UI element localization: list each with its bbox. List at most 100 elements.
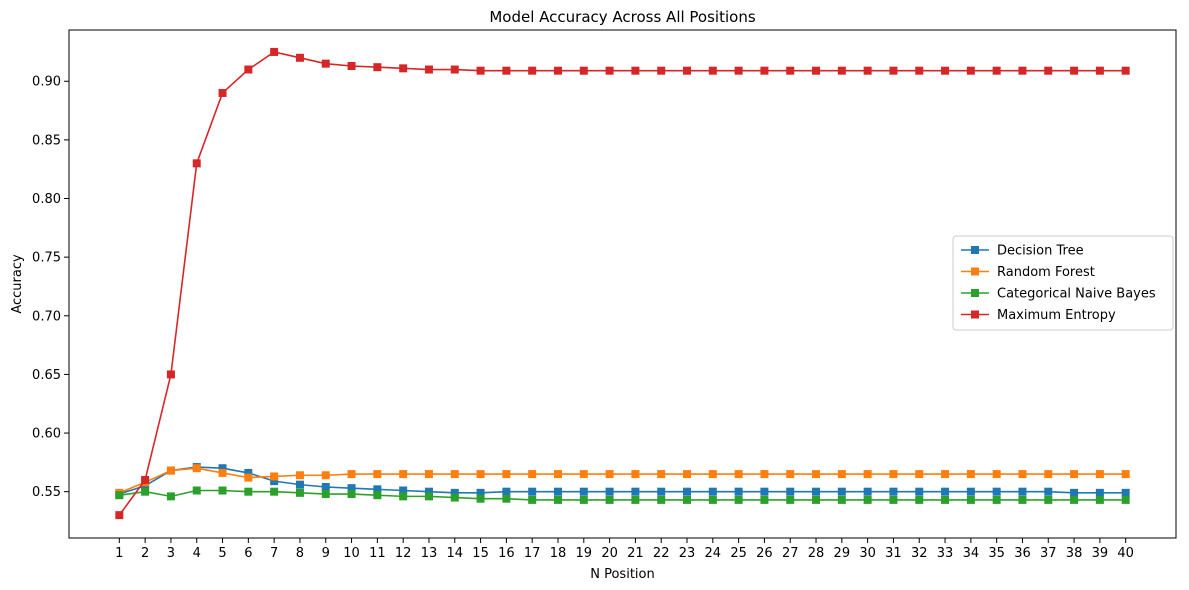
- data-point-categorical-naive-bayes: [760, 495, 769, 504]
- data-point-decision-tree: [683, 487, 692, 496]
- x-tick-label: 24: [705, 546, 722, 561]
- y-tick-label: 0.60: [32, 427, 61, 442]
- data-point-decision-tree: [889, 487, 898, 496]
- series-line-decision-tree: [119, 466, 1126, 495]
- data-point-maximum-entropy: [992, 66, 1001, 75]
- x-tick-label: 39: [1092, 546, 1109, 561]
- series-random-forest: [115, 464, 1130, 497]
- data-point-maximum-entropy: [863, 66, 872, 75]
- data-point-decision-tree: [244, 468, 253, 477]
- x-tick-label: 26: [756, 546, 773, 561]
- data-point-maximum-entropy: [1018, 66, 1027, 75]
- data-point-decision-tree: [528, 487, 537, 496]
- series-line-categorical-naive-bayes: [119, 489, 1126, 501]
- legend: Decision Tree Random Forest Categorical Na…: [952, 235, 1174, 331]
- x-tick-label: 37: [1040, 546, 1057, 561]
- data-point-categorical-naive-bayes: [605, 495, 614, 504]
- data-point-categorical-naive-bayes: [218, 486, 227, 495]
- data-point-decision-tree: [992, 487, 1001, 496]
- y-axis-title: Accuracy: [10, 254, 25, 314]
- x-tick-label: 3: [167, 546, 175, 561]
- data-point-categorical-naive-bayes: [579, 495, 588, 504]
- data-point-decision-tree: [502, 487, 511, 496]
- x-tick-label: 35: [988, 546, 1005, 561]
- data-point-maximum-entropy: [1095, 66, 1104, 75]
- data-point-maximum-entropy: [553, 66, 562, 75]
- data-point-categorical-naive-bayes: [244, 487, 253, 496]
- x-tick-label: 19: [576, 546, 593, 561]
- data-point-random-forest: [579, 470, 588, 479]
- data-point-maximum-entropy: [1121, 66, 1130, 75]
- data-point-categorical-naive-bayes: [373, 491, 382, 500]
- data-point-maximum-entropy: [115, 511, 124, 520]
- data-point-maximum-entropy: [218, 88, 227, 97]
- x-tick-label: 34: [963, 546, 980, 561]
- data-point-maximum-entropy: [786, 66, 795, 75]
- x-tick-label: 14: [446, 546, 463, 561]
- x-tick-label: 6: [244, 546, 252, 561]
- data-point-maximum-entropy: [166, 370, 175, 379]
- data-point-maximum-entropy: [1044, 66, 1053, 75]
- plot-frame: [68, 29, 1177, 539]
- data-point-random-forest: [760, 470, 769, 479]
- data-point-categorical-naive-bayes: [915, 495, 924, 504]
- data-point-categorical-naive-bayes: [966, 495, 975, 504]
- data-point-random-forest: [657, 470, 666, 479]
- y-tick-label: 0.75: [32, 251, 61, 266]
- x-tick-label: 22: [653, 546, 670, 561]
- data-point-categorical-naive-bayes: [786, 495, 795, 504]
- data-point-random-forest: [528, 470, 537, 479]
- legend-marker-icon: [971, 310, 979, 319]
- data-point-maximum-entropy: [450, 65, 459, 74]
- data-point-decision-tree: [915, 487, 924, 496]
- data-point-categorical-naive-bayes: [1095, 495, 1104, 504]
- data-point-decision-tree: [863, 487, 872, 496]
- x-tick-label: 2: [141, 546, 149, 561]
- data-point-random-forest: [373, 470, 382, 479]
- x-tick-label: 36: [1014, 546, 1031, 561]
- data-point-categorical-naive-bayes: [450, 493, 459, 502]
- data-point-maximum-entropy: [966, 66, 975, 75]
- data-point-categorical-naive-bayes: [115, 491, 124, 500]
- data-point-decision-tree: [450, 488, 459, 497]
- data-point-maximum-entropy: [605, 66, 614, 75]
- series-decision-tree: [115, 463, 1130, 499]
- y-tick-label: 0.90: [32, 75, 61, 90]
- data-point-random-forest: [347, 470, 356, 479]
- data-point-random-forest: [476, 470, 485, 479]
- data-point-random-forest: [915, 470, 924, 479]
- y-tick-label: 0.65: [32, 368, 61, 383]
- data-point-random-forest: [295, 471, 304, 480]
- data-point-maximum-entropy: [321, 59, 330, 68]
- data-point-random-forest: [786, 470, 795, 479]
- data-point-maximum-entropy: [1070, 66, 1079, 75]
- data-point-maximum-entropy: [270, 47, 279, 56]
- data-point-categorical-naive-bayes: [321, 490, 330, 499]
- data-point-maximum-entropy: [295, 53, 304, 62]
- data-point-decision-tree: [424, 487, 433, 496]
- legend-marker-icon: [971, 267, 979, 276]
- data-point-categorical-naive-bayes: [476, 494, 485, 503]
- data-point-decision-tree: [734, 487, 743, 496]
- y-tick-label: 0.55: [32, 485, 61, 500]
- legend-item: Decision Tree: [961, 244, 1084, 259]
- data-point-decision-tree: [1121, 488, 1130, 497]
- data-point-decision-tree: [760, 487, 769, 496]
- data-point-random-forest: [812, 470, 821, 479]
- x-tick-label: 31: [885, 546, 902, 561]
- chart-title: Model Accuracy Across All Positions: [489, 8, 755, 26]
- data-point-random-forest: [218, 468, 227, 477]
- data-point-decision-tree: [837, 487, 846, 496]
- x-tick-label: 5: [218, 546, 226, 561]
- data-point-random-forest: [1070, 470, 1079, 479]
- data-point-decision-tree: [476, 488, 485, 497]
- data-point-maximum-entropy: [837, 66, 846, 75]
- data-point-random-forest: [992, 470, 1001, 479]
- data-point-random-forest: [321, 471, 330, 480]
- data-point-maximum-entropy: [734, 66, 743, 75]
- data-point-decision-tree: [1095, 488, 1104, 497]
- data-point-decision-tree: [812, 487, 821, 496]
- data-point-maximum-entropy: [347, 62, 356, 71]
